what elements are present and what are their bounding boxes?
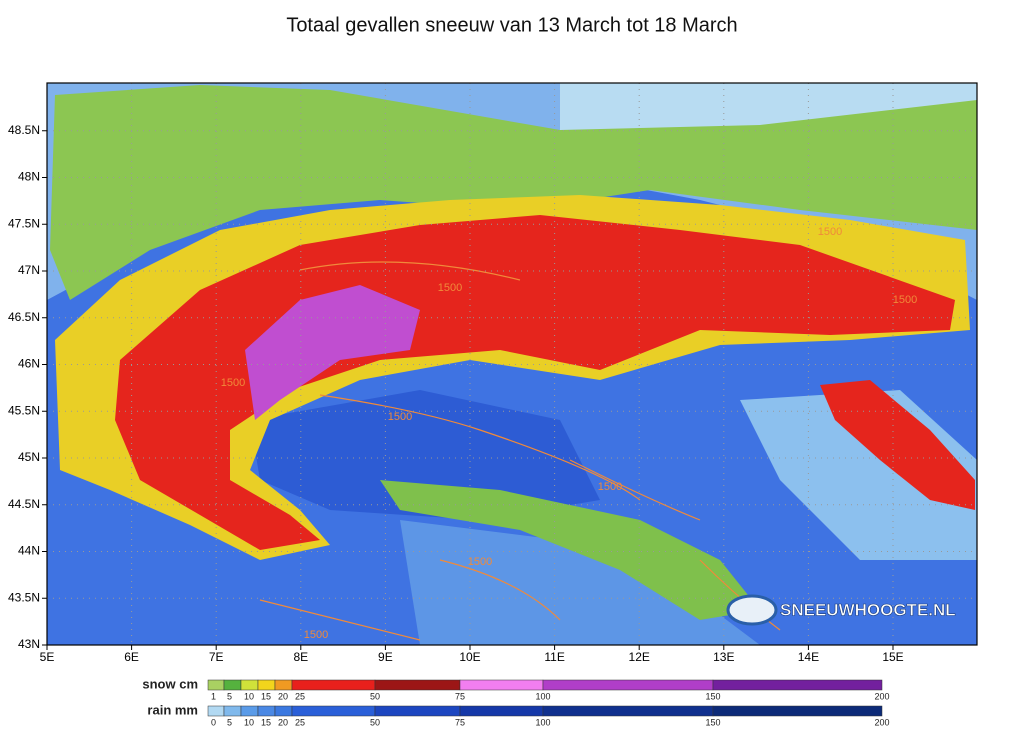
legend-swatch [207,705,225,717]
legend-stop: 200 [874,717,889,727]
lon-label: 5E [40,650,55,664]
legend-stop: 75 [455,691,465,701]
contour-label: 1500 [598,481,622,493]
legend-swatch [240,705,259,717]
lon-label: 13E [713,650,734,664]
lon-label: 7E [209,650,224,664]
lon-label: 15E [882,650,903,664]
title: Totaal gevallen sneeuw van 13 March tot … [286,14,737,36]
lon-label: 12E [629,650,650,664]
legend-stop: 50 [370,691,380,701]
legend-stop: 25 [295,717,305,727]
lat-label: 43.5N [8,590,40,604]
lat-label: 47.5N [8,216,40,230]
lon-label: 9E [378,650,393,664]
legend-stop: 50 [370,717,380,727]
legend-swatch [240,679,259,691]
snow-heavy [820,380,975,510]
logo-text: SNEEUWHOOGTE.NL [780,600,956,619]
lat-label: 45N [18,450,40,464]
lat-label: 46.5N [8,310,40,324]
legend-swatch [257,679,276,691]
contour-label: 1500 [468,556,492,568]
legend-stop: 15 [261,691,271,701]
map-frame [46,82,978,646]
legend-swatch [223,705,242,717]
contour-label: 1500 [438,282,462,294]
lat-label: 44.5N [8,497,40,511]
snow-very-heavy [245,285,420,420]
lon-label: 6E [124,650,139,664]
legend-swatch [542,705,714,717]
legend-stop: 10 [244,691,254,701]
legend-stop: 100 [535,717,550,727]
legend-stop: 5 [227,717,232,727]
logo-icon [726,594,778,626]
lon-label: 11E [544,650,564,664]
contour-label: 1500 [304,629,328,641]
contour-label: 1500 [388,411,412,423]
legend-stop: 20 [278,717,288,727]
legend-swatch [274,705,293,717]
legend-stop: 150 [705,691,720,701]
lat-label: 48.5N [8,123,40,137]
legend-swatch [542,679,714,691]
legend-swatch [712,679,883,691]
legend-stop: 0 [211,717,216,727]
lat-label: 43N [18,637,40,651]
legend-stop: 10 [244,717,254,727]
legend-swatch [274,679,293,691]
lat-label: 45.5N [8,403,40,417]
lat-label: 44N [18,544,40,558]
lat-label: 47N [18,263,40,277]
contour-label: 1500 [221,377,245,389]
legend-label: snow cm [142,676,198,691]
legend-swatch [223,679,242,691]
lon-label: 8E [293,650,308,664]
legend-stop: 5 [227,691,232,701]
legend-label: rain mm [147,702,198,717]
snow-light [380,480,760,620]
map: 43N 43.5N 44N 44.5N 45N 45.5N 46N 46.5N 47N 47.5N… [8,82,978,664]
legend-stop: 200 [874,691,889,701]
legend-stop: 1 [211,691,216,701]
legend-stop: 150 [705,717,720,727]
lon-label: 14E [798,650,819,664]
contour-label: 1500 [893,294,917,306]
legend-swatch [459,705,544,717]
logo: SNEEUWHOOGTE.NL [726,594,956,626]
legend-stop: 15 [261,717,271,727]
legend-stop: 75 [455,717,465,727]
legend-swatch [374,679,461,691]
legend-swatch [291,679,376,691]
legend-swatch [291,705,376,717]
legend-swatch [459,679,544,691]
lat-label: 48N [18,170,40,184]
legend-swatch [257,705,276,717]
legend-swatch [207,679,225,691]
contour-label: 1500 [818,226,842,238]
snow-light [50,85,977,300]
rain-mid [400,520,760,645]
legend-stop: 25 [295,691,305,701]
contour-line [259,261,781,641]
legend-swatch [374,705,461,717]
lon-label: 10E [459,650,480,664]
legend-stop: 20 [278,691,288,701]
legend-swatch [712,705,883,717]
legend-stop: 100 [535,691,550,701]
lat-label: 46N [18,357,40,371]
rain-heavy [250,390,600,520]
